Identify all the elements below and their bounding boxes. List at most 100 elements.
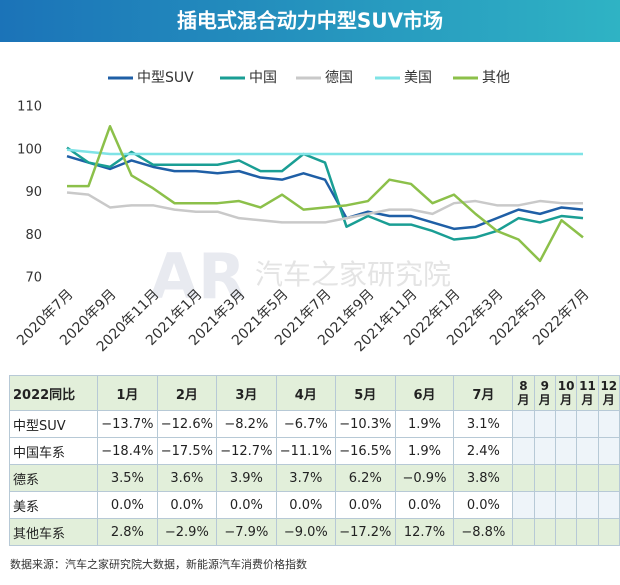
- table-cell: 10月: [554, 375, 578, 411]
- table-cell: −16.5%: [335, 437, 396, 465]
- table-cell: 2.4%: [453, 437, 514, 465]
- legend-label: 中型SUV: [137, 70, 194, 86]
- table-cell: 11月: [576, 375, 599, 411]
- table-cell: 0.0%: [156, 491, 218, 519]
- series-line: [66, 154, 584, 231]
- empty-cell: [533, 491, 556, 519]
- table-cell: 美系: [8, 491, 99, 519]
- table-cell: 3.1%: [453, 410, 514, 438]
- series-line: [66, 148, 583, 156]
- chart-title: 插电式混合动力中型SUV市场: [177, 9, 443, 33]
- table-cell: 3.5%: [97, 464, 158, 492]
- table-cell: 其他车系: [8, 518, 99, 546]
- table-row: 美系 0.0% 0.0% 0.0% 0.0% 0.0% 0.0% 0.0%: [8, 491, 620, 519]
- empty-cell: [533, 464, 556, 492]
- table-cell: 2月: [156, 375, 218, 411]
- table-cell: 0.0%: [275, 491, 337, 519]
- table-cell: 0.0%: [97, 491, 158, 519]
- table-cell: 0.0%: [216, 491, 277, 519]
- empty-cell: [554, 491, 578, 519]
- empty-cell: [554, 464, 578, 492]
- empty-cell: [597, 410, 620, 438]
- table-cell: 0.0%: [394, 491, 455, 519]
- legend-label: 德国: [325, 70, 353, 86]
- table-cell: 3月: [216, 375, 277, 411]
- table-row: 中国车系 −18.4% −17.5% −12.7% −11.1% −16.5% 1.9% 2.…: [8, 437, 620, 465]
- legend-label: 中国: [249, 70, 277, 86]
- empty-cell: [576, 437, 599, 465]
- empty-cell: [597, 437, 620, 465]
- table-cell: 8月: [512, 375, 535, 411]
- empty-cell: [597, 518, 620, 546]
- y-tick-label: 70: [25, 271, 42, 286]
- empty-cell: [576, 410, 599, 438]
- table-cell: 1月: [97, 375, 158, 411]
- empty-cell: [576, 464, 599, 492]
- table-cell: 6月: [394, 375, 455, 411]
- table-cell: 4月: [275, 375, 337, 411]
- legend-label: 其他: [482, 70, 510, 86]
- empty-cell: [512, 464, 535, 492]
- y-tick-label: 80: [25, 228, 42, 243]
- series-line: [67, 124, 584, 263]
- empty-cell: [512, 437, 535, 465]
- table-cell: 1.9%: [394, 410, 455, 438]
- empty-cell: [597, 491, 620, 519]
- table-cell: 3.7%: [275, 464, 337, 492]
- series-line: [66, 146, 584, 241]
- table-cell: −8.8%: [453, 518, 514, 546]
- table-row: 德系 3.5% 3.6% 3.9% 3.7% 6.2% −0.9% 3.8%: [8, 464, 620, 492]
- table-cell: 12.7%: [394, 518, 455, 546]
- table-cell: 2.8%: [97, 518, 158, 546]
- series-line: [66, 191, 583, 224]
- table-cell: 6.2%: [335, 464, 396, 492]
- table-row: 中型SUV −13.7% −12.6% −8.2% −6.7% −10.3% 1.9% 3.1…: [8, 410, 620, 438]
- legend-label: 美国: [404, 70, 432, 86]
- table-cell: −12.7%: [216, 437, 277, 465]
- table-cell: −10.3%: [335, 410, 396, 438]
- empty-cell: [533, 437, 556, 465]
- empty-cell: [533, 410, 556, 438]
- table-cell: −12.6%: [156, 410, 218, 438]
- table-cell: 中国车系: [8, 437, 99, 465]
- table-cell: 德系: [8, 464, 99, 492]
- y-tick-label: 100: [17, 142, 42, 157]
- table-cell: 3.9%: [216, 464, 277, 492]
- table-cell: 1.9%: [394, 437, 455, 465]
- footer: 数据来源：汽车之家研究院大数据，新能源汽车消费价格指数: [10, 558, 307, 571]
- table-cell: −17.5%: [156, 437, 218, 465]
- table-cell: −6.7%: [275, 410, 337, 438]
- y-tick-label: 110: [17, 100, 42, 115]
- table-row: 其他车系 2.8% −2.9% −7.9% −9.0% −17.2% 12.7% −8.8%: [8, 518, 620, 546]
- table-cell: −11.1%: [275, 437, 337, 465]
- table-cell: −13.7%: [97, 410, 158, 438]
- table-cell: 3.6%: [156, 464, 218, 492]
- empty-cell: [533, 518, 556, 546]
- empty-cell: [576, 518, 599, 546]
- title-banner: [0, 0, 620, 42]
- empty-cell: [512, 491, 535, 519]
- table-cell: −9.0%: [275, 518, 337, 546]
- empty-cell: [554, 518, 578, 546]
- table-cell: 0.0%: [335, 491, 396, 519]
- table-cell: 9月: [533, 375, 556, 411]
- watermark-logo: AR: [150, 240, 246, 313]
- empty-cell: [554, 410, 578, 438]
- watermark: 汽车之家研究院: [255, 258, 451, 291]
- table-cell: −8.2%: [216, 410, 277, 438]
- table-cell: −7.9%: [216, 518, 277, 546]
- chart: 插电式混合动力中型SUV市场 AR 汽车之家研究院 70809010011020…: [0, 0, 620, 355]
- table-cell: 0.0%: [453, 491, 514, 519]
- table-cell: −2.9%: [156, 518, 218, 546]
- empty-cell: [512, 410, 535, 438]
- table-cell: 7月: [453, 375, 514, 411]
- table-cell: 2022同比: [8, 375, 99, 411]
- y-tick-label: 90: [25, 185, 42, 200]
- table-cell: 5月: [335, 375, 396, 411]
- empty-cell: [512, 518, 535, 546]
- table-cell: 12月: [597, 375, 620, 411]
- empty-cell: [576, 491, 599, 519]
- table-cell: −0.9%: [394, 464, 455, 492]
- table-cell: 3.8%: [453, 464, 514, 492]
